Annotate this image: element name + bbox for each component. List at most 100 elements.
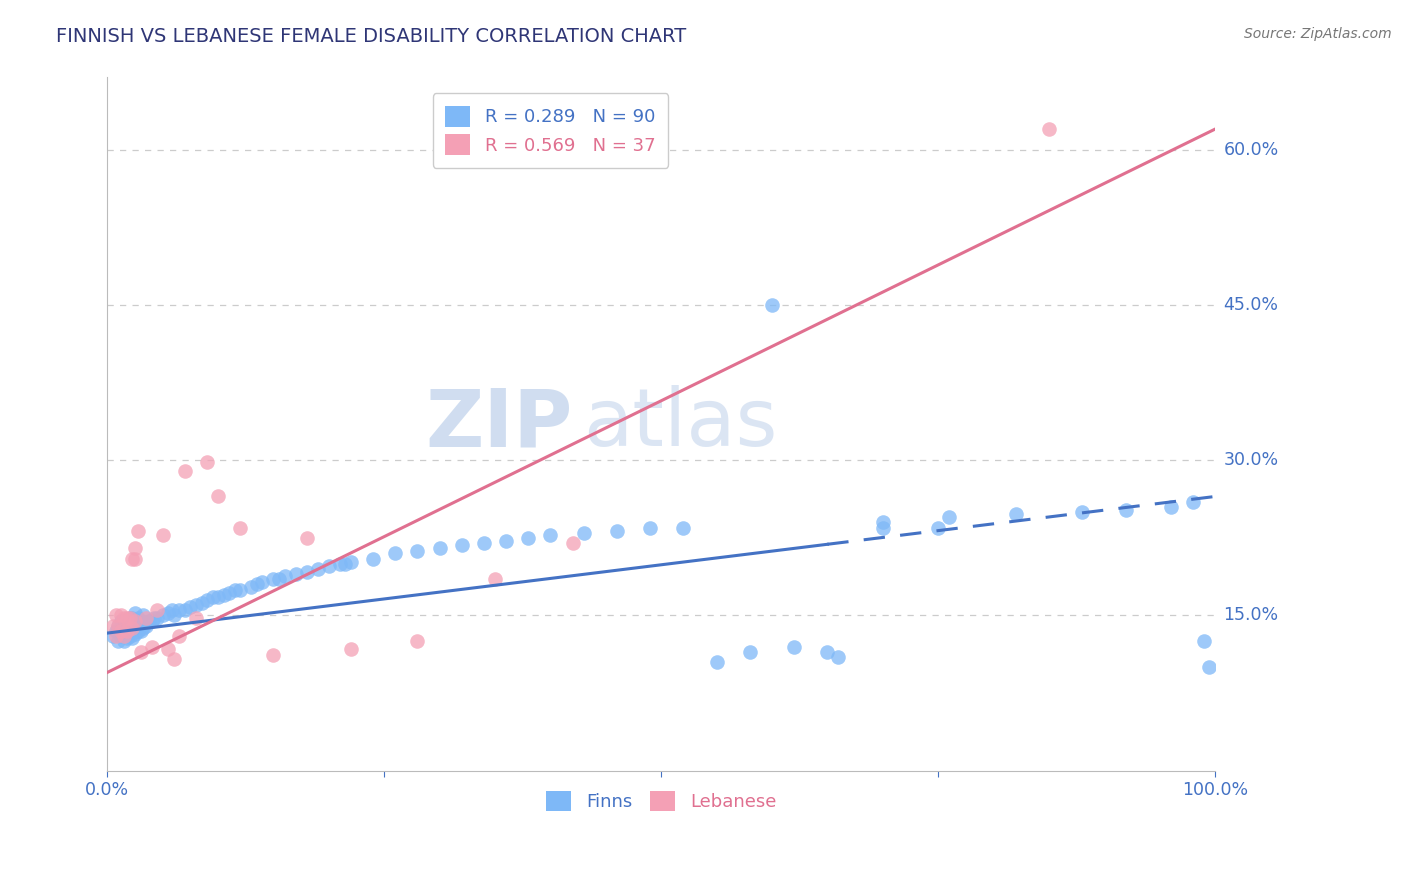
Point: [1038, 122, 1060, 136]
Point: [606, 524, 628, 538]
Point: [229, 520, 252, 534]
Point: [318, 558, 340, 573]
Point: [246, 577, 269, 591]
Point: [110, 608, 132, 623]
Point: [706, 655, 728, 669]
Point: [157, 641, 180, 656]
Point: [121, 632, 143, 646]
Point: [184, 598, 207, 612]
Point: [105, 624, 128, 638]
Point: [224, 582, 246, 597]
Point: [107, 619, 129, 633]
Text: ZIP: ZIP: [425, 385, 572, 463]
Point: [179, 600, 201, 615]
Point: [1198, 660, 1220, 674]
Text: 60.0%: 60.0%: [1223, 141, 1278, 159]
Point: [118, 629, 141, 643]
Point: [146, 603, 169, 617]
Point: [263, 572, 285, 586]
Point: [112, 634, 135, 648]
Point: [1192, 634, 1215, 648]
Point: [218, 585, 240, 599]
Point: [127, 524, 149, 538]
Point: [112, 614, 135, 628]
Point: [157, 607, 180, 621]
Point: [174, 464, 197, 478]
Point: [872, 520, 894, 534]
Point: [252, 575, 274, 590]
Point: [190, 596, 212, 610]
Point: [107, 634, 129, 648]
Point: [450, 538, 472, 552]
Point: [495, 533, 517, 548]
Point: [406, 544, 429, 558]
Point: [361, 551, 384, 566]
Point: [638, 520, 661, 534]
Point: [295, 565, 318, 579]
Point: [295, 531, 318, 545]
Point: [135, 610, 157, 624]
Point: [124, 614, 146, 628]
Text: FINNISH VS LEBANESE FEMALE DISABILITY CORRELATION CHART: FINNISH VS LEBANESE FEMALE DISABILITY CO…: [56, 27, 686, 45]
Point: [1004, 507, 1026, 521]
Point: [472, 536, 495, 550]
Point: [124, 541, 146, 556]
Point: [406, 634, 429, 648]
Point: [538, 528, 561, 542]
Point: [195, 455, 218, 469]
Point: [107, 619, 129, 633]
Point: [152, 608, 174, 623]
Point: [129, 624, 152, 638]
Point: [1115, 503, 1137, 517]
Point: [783, 640, 806, 654]
Point: [105, 608, 128, 623]
Point: [340, 555, 363, 569]
Point: [1160, 500, 1182, 514]
Point: [195, 593, 218, 607]
Point: [118, 610, 141, 624]
Point: [1181, 494, 1204, 508]
Point: [429, 541, 451, 556]
Point: [815, 645, 838, 659]
Point: [938, 510, 960, 524]
Point: [672, 520, 695, 534]
Point: [927, 520, 949, 534]
Point: [112, 624, 135, 638]
Point: [384, 546, 406, 560]
Point: [329, 557, 352, 571]
Text: atlas: atlas: [583, 385, 778, 463]
Point: [101, 629, 124, 643]
Point: [484, 572, 506, 586]
Point: [105, 629, 128, 643]
Point: [201, 590, 224, 604]
Point: [127, 624, 149, 638]
Point: [124, 551, 146, 566]
Point: [229, 582, 252, 597]
Point: [307, 562, 329, 576]
Point: [121, 551, 143, 566]
Point: [124, 616, 146, 631]
Point: [872, 516, 894, 530]
Point: [184, 610, 207, 624]
Point: [572, 525, 595, 540]
Point: [827, 649, 849, 664]
Text: 45.0%: 45.0%: [1223, 296, 1278, 314]
Point: [284, 567, 307, 582]
Point: [110, 629, 132, 643]
Point: [142, 610, 165, 624]
Point: [174, 603, 197, 617]
Text: Source: ZipAtlas.com: Source: ZipAtlas.com: [1244, 27, 1392, 41]
Point: [118, 619, 141, 633]
Point: [240, 580, 263, 594]
Point: [117, 621, 139, 635]
Point: [340, 641, 363, 656]
Point: [561, 536, 583, 550]
Point: [112, 629, 135, 643]
Point: [124, 627, 146, 641]
Point: [207, 590, 229, 604]
Point: [517, 531, 540, 545]
Point: [118, 610, 141, 624]
Legend: Finns, Lebanese: Finns, Lebanese: [533, 778, 789, 824]
Point: [110, 614, 132, 628]
Point: [129, 614, 152, 628]
